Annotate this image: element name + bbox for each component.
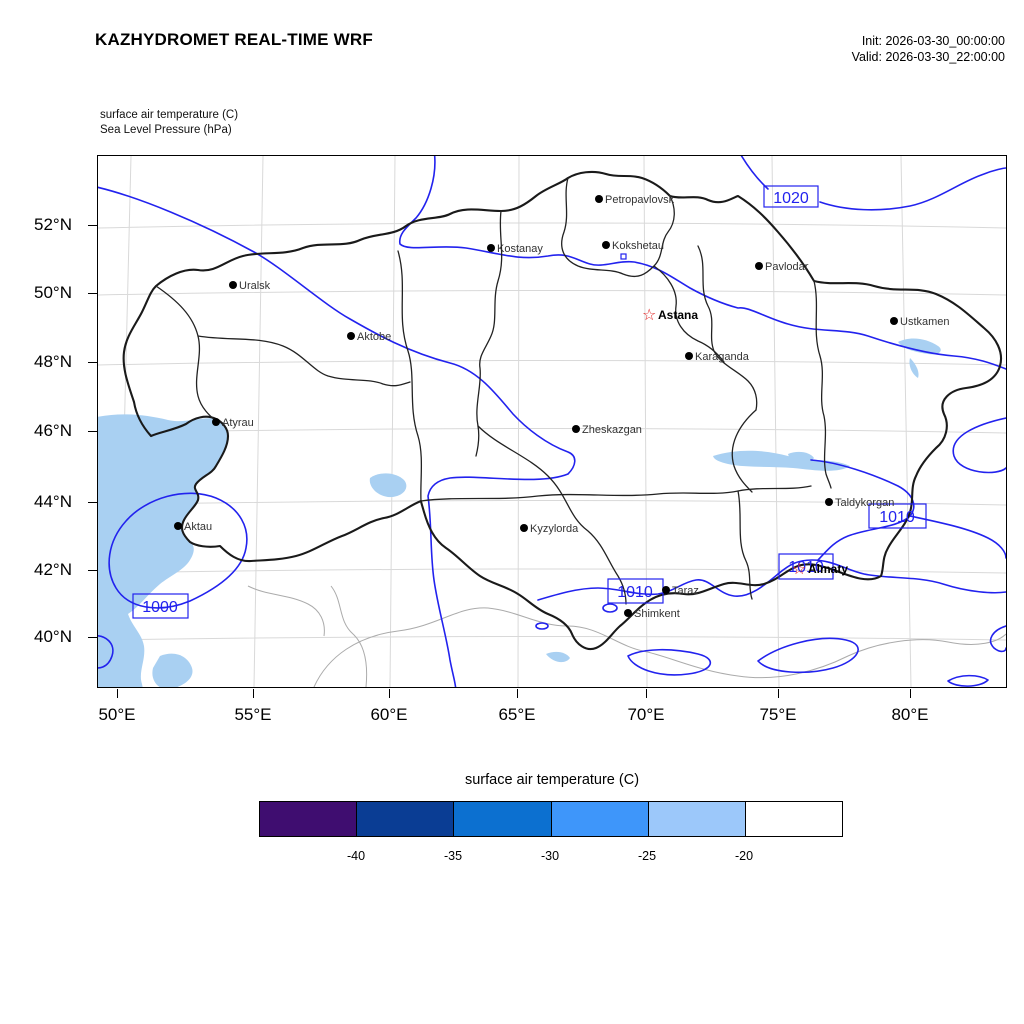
svg-text:1010: 1010	[879, 509, 915, 526]
x-tick-50e: 50°E	[98, 705, 136, 724]
x-tick-70e: 70°E	[627, 705, 665, 724]
field-labels: surface air temperature (C) Sea Level Pr…	[100, 108, 238, 138]
colorbar-title: surface air temperature (C)	[464, 772, 640, 788]
x-tick-75e: 75°E	[759, 705, 797, 724]
svg-text:1010: 1010	[617, 584, 653, 601]
y-tick-42n: 42°N	[34, 560, 72, 579]
colorbar-segment	[745, 802, 843, 836]
model-run-times: Init: 2026-03-30_00:00:00 Valid: 2026-03…	[852, 33, 1005, 65]
colorbar-tick: -20	[734, 849, 754, 863]
capital-label: Astana	[658, 308, 698, 322]
y-tickmark	[88, 225, 97, 226]
colorbar-segment	[551, 802, 649, 836]
city-label: Kostanay	[497, 243, 543, 255]
y-tick-48n: 48°N	[34, 352, 72, 371]
svg-text:1020: 1020	[773, 190, 809, 207]
colorbar-segment	[648, 802, 746, 836]
city-markers: Petropavlovsk Kostanay Kokshetau Pavloda…	[174, 194, 950, 620]
y-tickmark	[88, 431, 97, 432]
x-tickmark	[778, 689, 779, 698]
y-tickmark	[88, 362, 97, 363]
city-label: Ustkamen	[900, 316, 950, 328]
temperature-shading	[98, 338, 941, 687]
colorbar-tick: -40	[346, 849, 366, 863]
colorbar-segment	[357, 802, 455, 836]
colorbar-segment	[454, 802, 552, 836]
x-tickmark	[517, 689, 518, 698]
colorbar-tick: -25	[637, 849, 657, 863]
pressure-contours	[98, 156, 1006, 687]
city-label: Aktau	[184, 521, 212, 533]
pressure-label-1000: 1000	[132, 593, 189, 619]
city-label: Kokshetau	[612, 240, 664, 252]
y-tick-44n: 44°N	[34, 492, 72, 511]
pressure-label-1010-south: 1010	[607, 578, 664, 604]
colorbar-segment	[260, 802, 358, 836]
x-tick-65e: 65°E	[498, 705, 536, 724]
colorbar	[259, 801, 843, 837]
city-label: Taldykorgan	[835, 497, 894, 509]
svg-text:1000: 1000	[142, 599, 178, 616]
city-label: Zheskazgan	[582, 424, 642, 436]
x-tickmark	[253, 689, 254, 698]
field-label-temperature: surface air temperature (C)	[100, 109, 239, 121]
map-plot-area: 1020 1010 1010 1010 1000 Petropavlovsk	[97, 155, 1007, 688]
city-label: Atyrau	[222, 417, 254, 429]
kazakhstan-map: 1020 1010 1010 1010 1000 Petropavlovsk	[98, 156, 1006, 687]
field-label-pressure: Sea Level Pressure (hPa)	[100, 124, 232, 136]
city-label: Karaganda	[695, 351, 750, 363]
init-time: Init: 2026-03-30_00:00:00	[861, 34, 1005, 48]
y-tick-52n: 52°N	[34, 215, 72, 234]
y-tick-50n: 50°N	[34, 283, 72, 302]
city-label: Pavlodar	[765, 261, 809, 273]
pressure-label-1010-east: 1010	[868, 503, 927, 529]
y-tickmark	[88, 293, 97, 294]
capital-label: Almaty	[808, 562, 848, 576]
city-label: Shimkent	[634, 608, 680, 620]
x-tick-55e: 55°E	[234, 705, 272, 724]
pressure-label-1020: 1020	[763, 185, 819, 208]
city-label: Kyzylorda	[530, 523, 579, 535]
x-tick-60e: 60°E	[370, 705, 408, 724]
city-label: Taraz	[672, 585, 699, 597]
x-tick-80e: 80°E	[891, 705, 929, 724]
pressure-label-1010-almaty: 1010	[778, 553, 834, 580]
city-label: Aktobe	[357, 331, 391, 343]
y-tickmark	[88, 637, 97, 638]
capital-star-icon: ☆	[642, 307, 656, 324]
x-tickmark	[646, 689, 647, 698]
oblast-borders	[155, 177, 832, 605]
colorbar-tick: -30	[540, 849, 560, 863]
colorbar-tick: -35	[443, 849, 463, 863]
x-tickmark	[910, 689, 911, 698]
y-tick-40n: 40°N	[34, 627, 72, 646]
valid-time: Valid: 2026-03-30_22:00:00	[851, 50, 1005, 64]
x-tickmark	[117, 689, 118, 698]
capital-star-icon: ☆	[792, 561, 806, 578]
y-tickmark	[88, 502, 97, 503]
x-tickmark	[389, 689, 390, 698]
graticule-lines	[98, 156, 1006, 687]
city-label: Uralsk	[239, 280, 271, 292]
kazakhstan-border	[122, 170, 1003, 651]
svg-text:1010: 1010	[788, 559, 824, 576]
y-tickmark	[88, 570, 97, 571]
y-tick-46n: 46°N	[34, 421, 72, 440]
page-title: KAZHYDROMET REAL-TIME WRF	[95, 30, 373, 49]
city-label: Petropavlovsk	[605, 194, 675, 206]
